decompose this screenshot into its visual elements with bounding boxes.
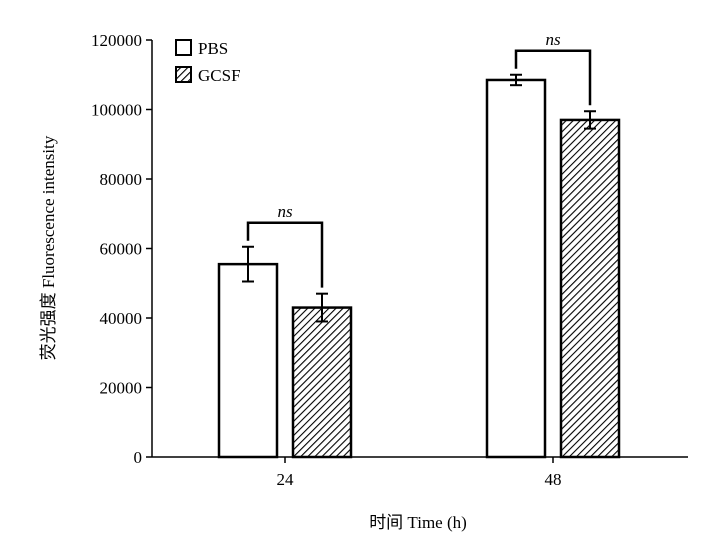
bar-gcsf-24: [291, 306, 353, 459]
x-tick-label: 48: [545, 470, 562, 489]
y-tick-label: 60000: [100, 240, 143, 259]
significance-bracket: [246, 221, 324, 288]
y-tick-label: 120000: [91, 31, 142, 50]
significance-bracket: [514, 49, 592, 106]
bar-gcsf-48: [559, 118, 621, 459]
bar-pbs-48: [485, 78, 547, 459]
y-tick-label: 0: [134, 448, 143, 467]
significance-annotations: ns ns: [246, 30, 592, 288]
y-tick-label: 100000: [91, 101, 142, 120]
legend-label-gcsf: GCSF: [198, 66, 241, 85]
legend-swatch-gcsf: [175, 66, 192, 83]
bars: [217, 73, 621, 459]
y-axis-label: 荧光强度 Fluorescence intensity: [39, 135, 58, 360]
axes: 0 20000 40000 60000 80000 100000 120000 24 48: [91, 31, 688, 489]
y-tick-label: 20000: [100, 379, 143, 398]
x-axis-label: 时间 Time (h): [369, 513, 467, 532]
significance-label: ns: [277, 202, 293, 221]
legend-label-pbs: PBS: [198, 39, 228, 58]
significance-label: ns: [545, 30, 561, 49]
y-tick-label: 80000: [100, 170, 143, 189]
x-tick-label: 24: [277, 470, 295, 489]
legend-swatch-pbs: [175, 39, 192, 56]
bar-pbs-24: [217, 262, 279, 459]
y-tick-label: 40000: [100, 309, 143, 328]
legend: PBS GCSF: [175, 39, 241, 85]
